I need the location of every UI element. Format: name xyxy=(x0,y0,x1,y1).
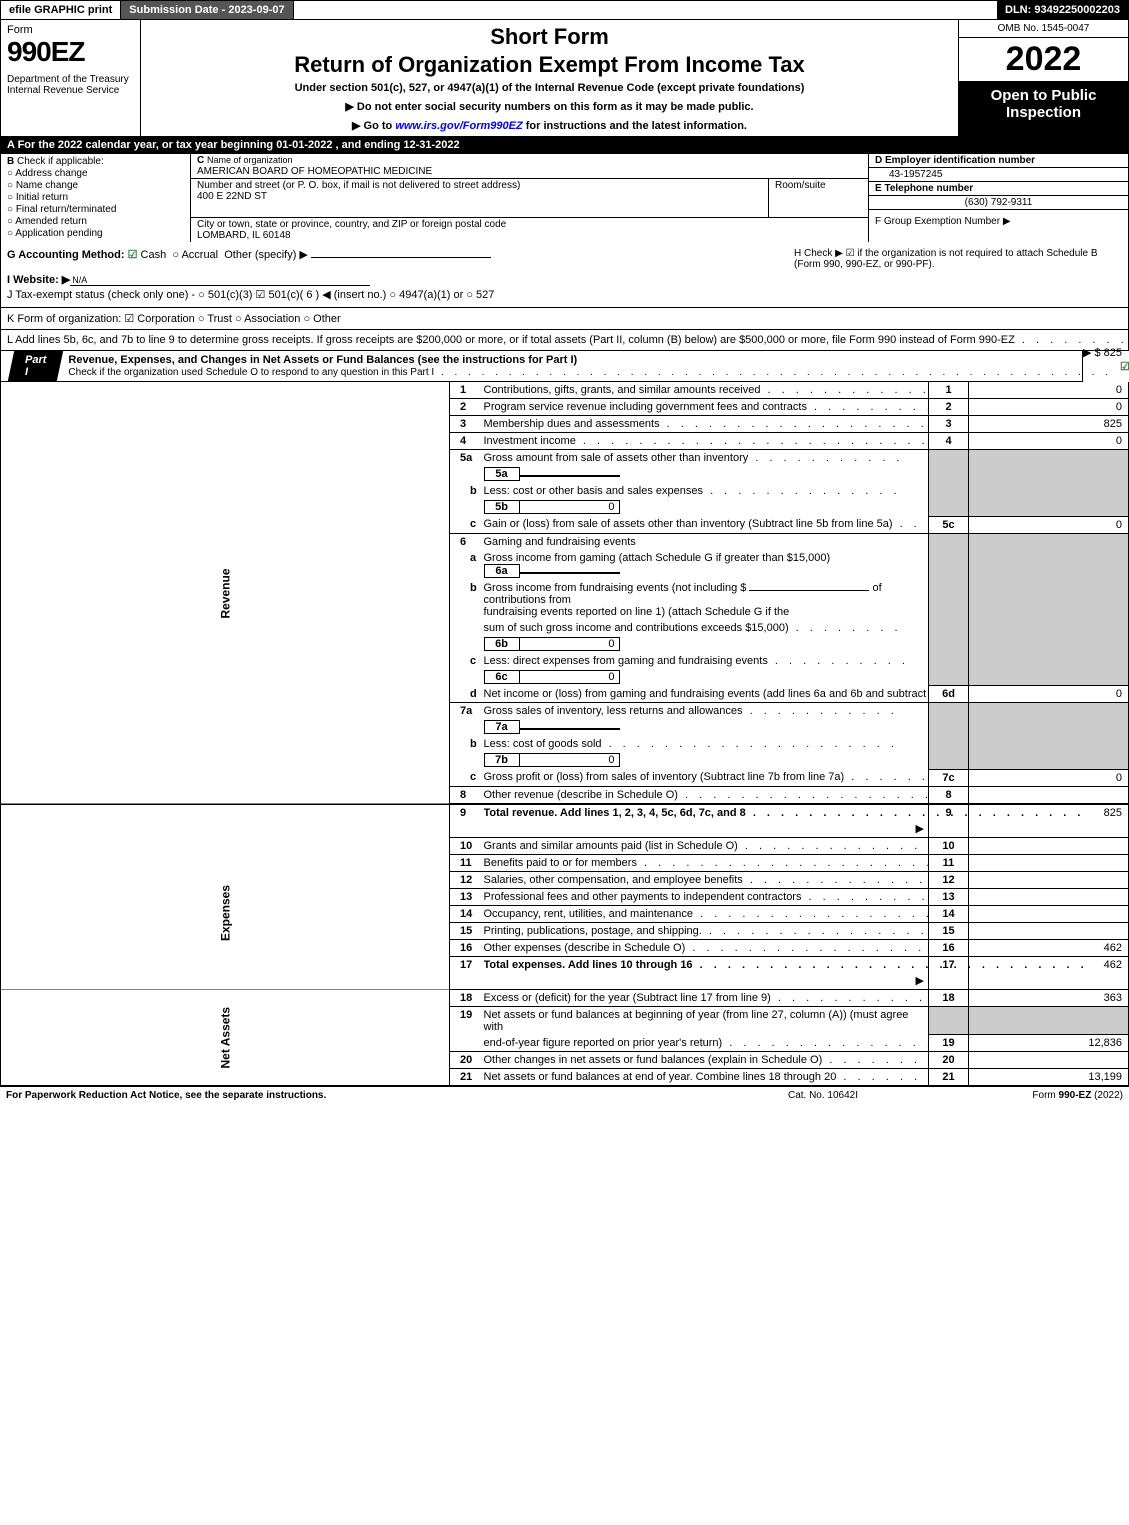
dln: DLN: 93492250002203 xyxy=(997,1,1128,19)
return-title: Return of Organization Exempt From Incom… xyxy=(149,52,950,78)
line19-value: 12,836 xyxy=(969,1035,1129,1052)
side-expenses: Expenses xyxy=(1,837,450,989)
chk-name-change[interactable]: Name change xyxy=(7,180,184,191)
footer-cat: Cat. No. 10642I xyxy=(723,1090,923,1101)
omb-number: OMB No. 1545-0047 xyxy=(959,20,1128,38)
line12-value xyxy=(969,871,1129,888)
bullet-ssn: ▶ Do not enter social security numbers o… xyxy=(149,100,950,113)
box-b: B Check if applicable: Address change Na… xyxy=(1,154,191,242)
line13-value xyxy=(969,888,1129,905)
chk-amended-return[interactable]: Amended return xyxy=(7,216,184,227)
row-k: K Form of organization: ☑ Corporation ○ … xyxy=(0,308,1129,330)
street-row: Number and street (or P. O. box, if mail… xyxy=(191,179,768,217)
revenue-table: Revenue 1Contributions, gifts, grants, a… xyxy=(0,382,1129,1086)
arrow-icon: ▶ xyxy=(916,822,924,835)
chk-initial-return[interactable]: Initial return xyxy=(7,192,184,203)
line8-value xyxy=(969,786,1129,804)
box-def: D Employer identification number 43-1957… xyxy=(868,154,1128,242)
efile-label[interactable]: efile GRAPHIC print xyxy=(1,1,120,19)
part1-checkbox[interactable]: ☑ xyxy=(1120,360,1129,373)
line5b-value: 0 xyxy=(520,500,620,514)
line6b-value: 0 xyxy=(520,637,620,651)
line16-value: 462 xyxy=(969,939,1129,956)
line4-value: 0 xyxy=(969,433,1129,450)
part1-tab: Part I xyxy=(8,351,64,381)
line7b-value: 0 xyxy=(520,753,620,767)
org-name-row: C Name of organization AMERICAN BOARD OF… xyxy=(191,154,868,179)
line7c-value: 0 xyxy=(969,769,1129,786)
check-icon: ☑ xyxy=(128,249,138,261)
header-right: OMB No. 1545-0047 2022 Open to Public In… xyxy=(958,20,1128,136)
tax-year: 2022 xyxy=(959,38,1128,81)
footer-left: For Paperwork Reduction Act Notice, see … xyxy=(6,1090,723,1101)
website-value: N/A xyxy=(70,275,370,286)
row-l: L Add lines 5b, 6c, and 7b to line 9 to … xyxy=(0,330,1129,351)
line14-value xyxy=(969,905,1129,922)
line11-value xyxy=(969,854,1129,871)
contrib-amount-input[interactable] xyxy=(749,590,869,591)
open-to-public: Open to Public Inspection xyxy=(959,81,1128,136)
box-h: H Check ▶ ☑ if the organization is not r… xyxy=(788,242,1128,307)
footer-form: Form 990-EZ (2022) xyxy=(923,1090,1123,1101)
line1-value: 0 xyxy=(969,382,1129,399)
department: Department of the Treasury Internal Reve… xyxy=(7,74,134,96)
line2-value: 0 xyxy=(969,399,1129,416)
chk-final-return[interactable]: Final return/terminated xyxy=(7,204,184,215)
row-gh: G Accounting Method: ☑ Cash ○ Accrual Ot… xyxy=(0,242,1129,308)
line18-value: 363 xyxy=(969,989,1129,1006)
city-state-zip: LOMBARD, IL 60148 xyxy=(197,230,291,241)
header-left: Form 990EZ Department of the Treasury In… xyxy=(1,20,141,136)
irs-link[interactable]: www.irs.gov/Form990EZ xyxy=(395,120,522,132)
ein-value: 43-1957245 xyxy=(869,168,1128,182)
top-bar: efile GRAPHIC print Submission Date - 20… xyxy=(0,0,1129,20)
bullet-link: ▶ Go to www.irs.gov/Form990EZ for instru… xyxy=(149,119,950,132)
chk-application-pending[interactable]: Application pending xyxy=(7,228,184,239)
short-form-title: Short Form xyxy=(149,24,950,50)
line15-value xyxy=(969,922,1129,939)
form-word: Form xyxy=(7,24,134,36)
part1-header: Part I Revenue, Expenses, and Changes in… xyxy=(0,351,1083,382)
topbar-spacer xyxy=(294,1,997,19)
page-footer: For Paperwork Reduction Act Notice, see … xyxy=(0,1086,1129,1104)
street-address: 400 E 22ND ST xyxy=(197,191,267,202)
line20-value xyxy=(969,1052,1129,1069)
line3-value: 825 xyxy=(969,416,1129,433)
part1-title: Revenue, Expenses, and Changes in Net As… xyxy=(60,351,1120,381)
other-specify-input[interactable] xyxy=(311,257,491,258)
accounting-method: G Accounting Method: ☑ Cash ○ Accrual Ot… xyxy=(1,242,788,307)
submission-date: Submission Date - 2023-09-07 xyxy=(120,1,293,19)
city-row: City or town, state or province, country… xyxy=(191,218,868,242)
line10-value xyxy=(969,837,1129,854)
room-suite: Room/suite xyxy=(768,179,868,217)
line21-value: 13,199 xyxy=(969,1069,1129,1086)
box-c: C Name of organization AMERICAN BOARD OF… xyxy=(191,154,868,242)
under-section: Under section 501(c), 527, or 4947(a)(1)… xyxy=(149,82,950,94)
phone-label: E Telephone number xyxy=(869,182,1128,196)
line6d-value: 0 xyxy=(969,686,1129,703)
org-name: AMERICAN BOARD OF HOMEOPATHIC MEDICINE xyxy=(197,166,432,177)
line5c-value: 0 xyxy=(969,516,1129,533)
form-header: Form 990EZ Department of the Treasury In… xyxy=(0,20,1129,137)
form-number: 990EZ xyxy=(7,36,134,68)
header-mid: Short Form Return of Organization Exempt… xyxy=(141,20,958,136)
ein-label: D Employer identification number xyxy=(869,154,1128,168)
group-exemption: F Group Exemption Number ▶ xyxy=(869,210,1128,233)
side-net-assets: Net Assets xyxy=(1,989,450,1086)
website-label: I Website: ▶ xyxy=(7,274,70,286)
phone-value: (630) 792-9311 xyxy=(869,196,1128,210)
row-a-tax-year: A For the 2022 calendar year, or tax yea… xyxy=(0,137,1129,154)
line6c-value: 0 xyxy=(520,670,620,684)
chk-address-change[interactable]: Address change xyxy=(7,168,184,179)
side-revenue: Revenue xyxy=(1,382,450,804)
row-j: J Tax-exempt status (check only one) - ○… xyxy=(7,288,782,301)
arrow-icon: ▶ xyxy=(916,974,924,987)
section-bcd: B Check if applicable: Address change Na… xyxy=(0,154,1129,242)
